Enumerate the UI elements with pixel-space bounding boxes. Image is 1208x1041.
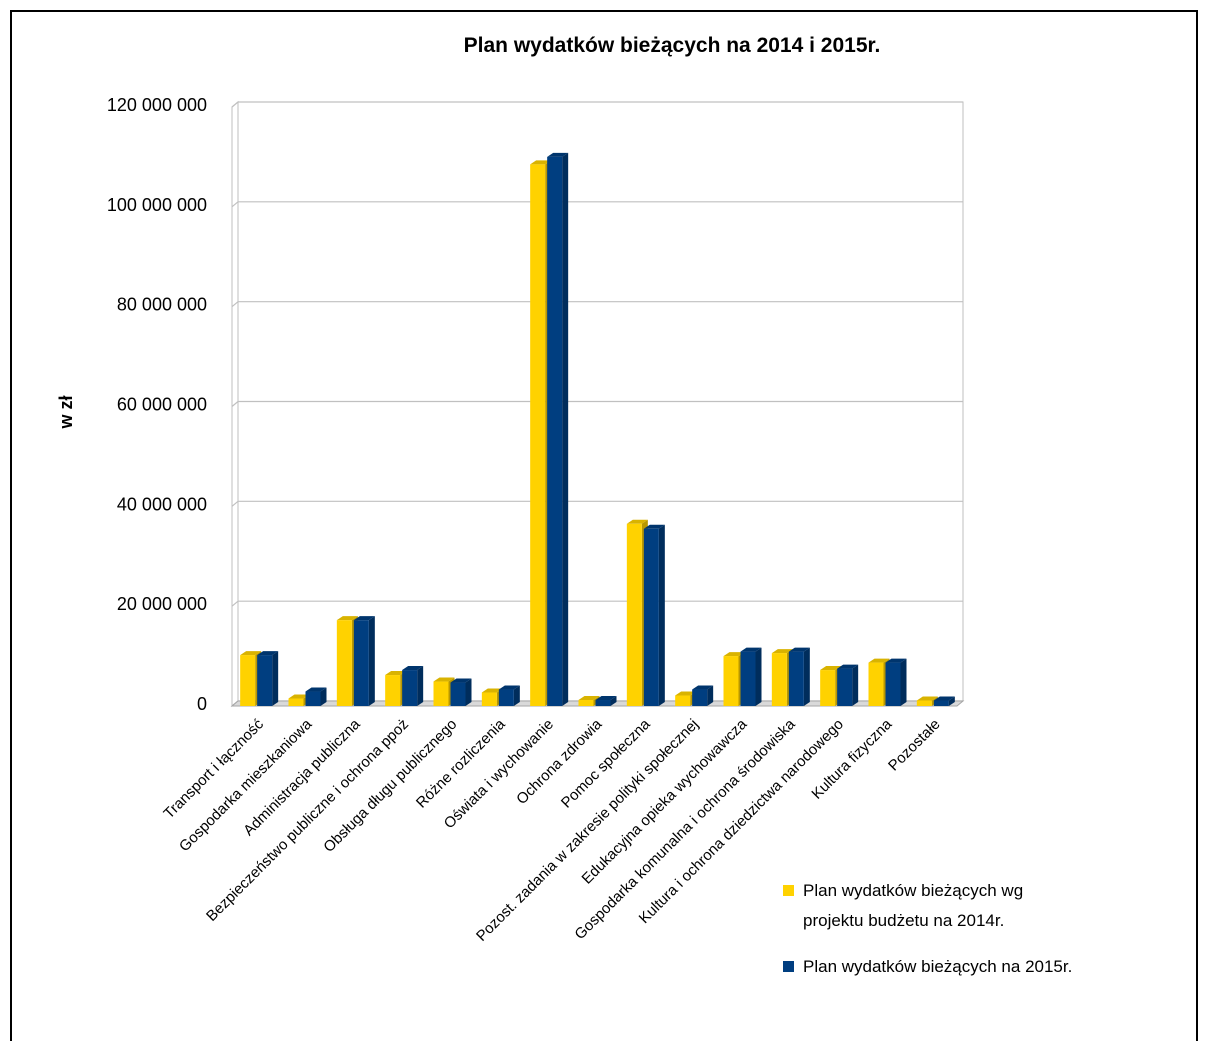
gridline	[231, 500, 963, 507]
legend-label-2014-line2: projektu budżetu na 2014r.	[803, 911, 1004, 930]
category-label: Pozostałe	[885, 716, 944, 775]
legend-swatch-2014	[783, 885, 794, 896]
legend: Plan wydatków bieżących wg projektu budż…	[783, 881, 1072, 976]
chart-frame	[10, 10, 1198, 1041]
bar-2015	[837, 664, 859, 706]
y-tick-label: 100 000 000	[107, 195, 207, 215]
gridline	[231, 101, 963, 108]
category-label: Różne rozliczenia	[413, 715, 509, 811]
chart-title: Plan wydatków bieżących na 2014 i 2015r.	[464, 34, 881, 57]
bar-2015	[740, 647, 762, 706]
legend-swatch-2015	[783, 961, 794, 972]
bar-2015	[692, 685, 714, 706]
bar-2015	[498, 685, 520, 706]
legend-label-2015: Plan wydatków bieżących na 2015r.	[803, 957, 1072, 976]
category-label: Pozost. zadania w zakresie polityki społ…	[473, 716, 702, 945]
bar-2015	[788, 647, 810, 706]
gridline	[231, 301, 963, 308]
gridline	[231, 600, 963, 607]
category-label: Gospodarka komunalna i ochrona środowisk…	[571, 715, 799, 943]
bar-2015	[885, 658, 907, 706]
bar-2015	[933, 696, 955, 706]
y-tick-label: 40 000 000	[117, 494, 207, 514]
category-label: Pomoc społeczna	[558, 715, 654, 811]
bar-2015	[353, 616, 375, 706]
bar-2015	[547, 152, 569, 706]
y-tick-label: 80 000 000	[117, 295, 207, 315]
y-tick-label: 120 000 000	[107, 95, 207, 115]
bar-2015	[257, 651, 279, 706]
bar-2015	[450, 678, 472, 706]
category-label: Ochrona zdrowia	[513, 715, 606, 808]
bar-2015	[643, 524, 665, 706]
bars	[240, 152, 955, 706]
grid	[230, 100, 965, 708]
y-tick-label: 0	[197, 694, 207, 714]
y-tick-label: 20 000 000	[117, 594, 207, 614]
gridline	[231, 201, 963, 208]
bar-2015	[402, 666, 424, 706]
gridline	[231, 400, 963, 407]
y-axis-label: w zł	[56, 395, 76, 429]
y-axis-ticks: 0 20 000 000 40 000 000 60 000 000 80 000 00…	[107, 95, 207, 714]
y-tick-label: 60 000 000	[117, 395, 207, 415]
bar-2015	[595, 696, 617, 706]
bar-2015	[305, 687, 327, 706]
legend-label-2014-line1: Plan wydatków bieżących wg	[803, 881, 1023, 900]
